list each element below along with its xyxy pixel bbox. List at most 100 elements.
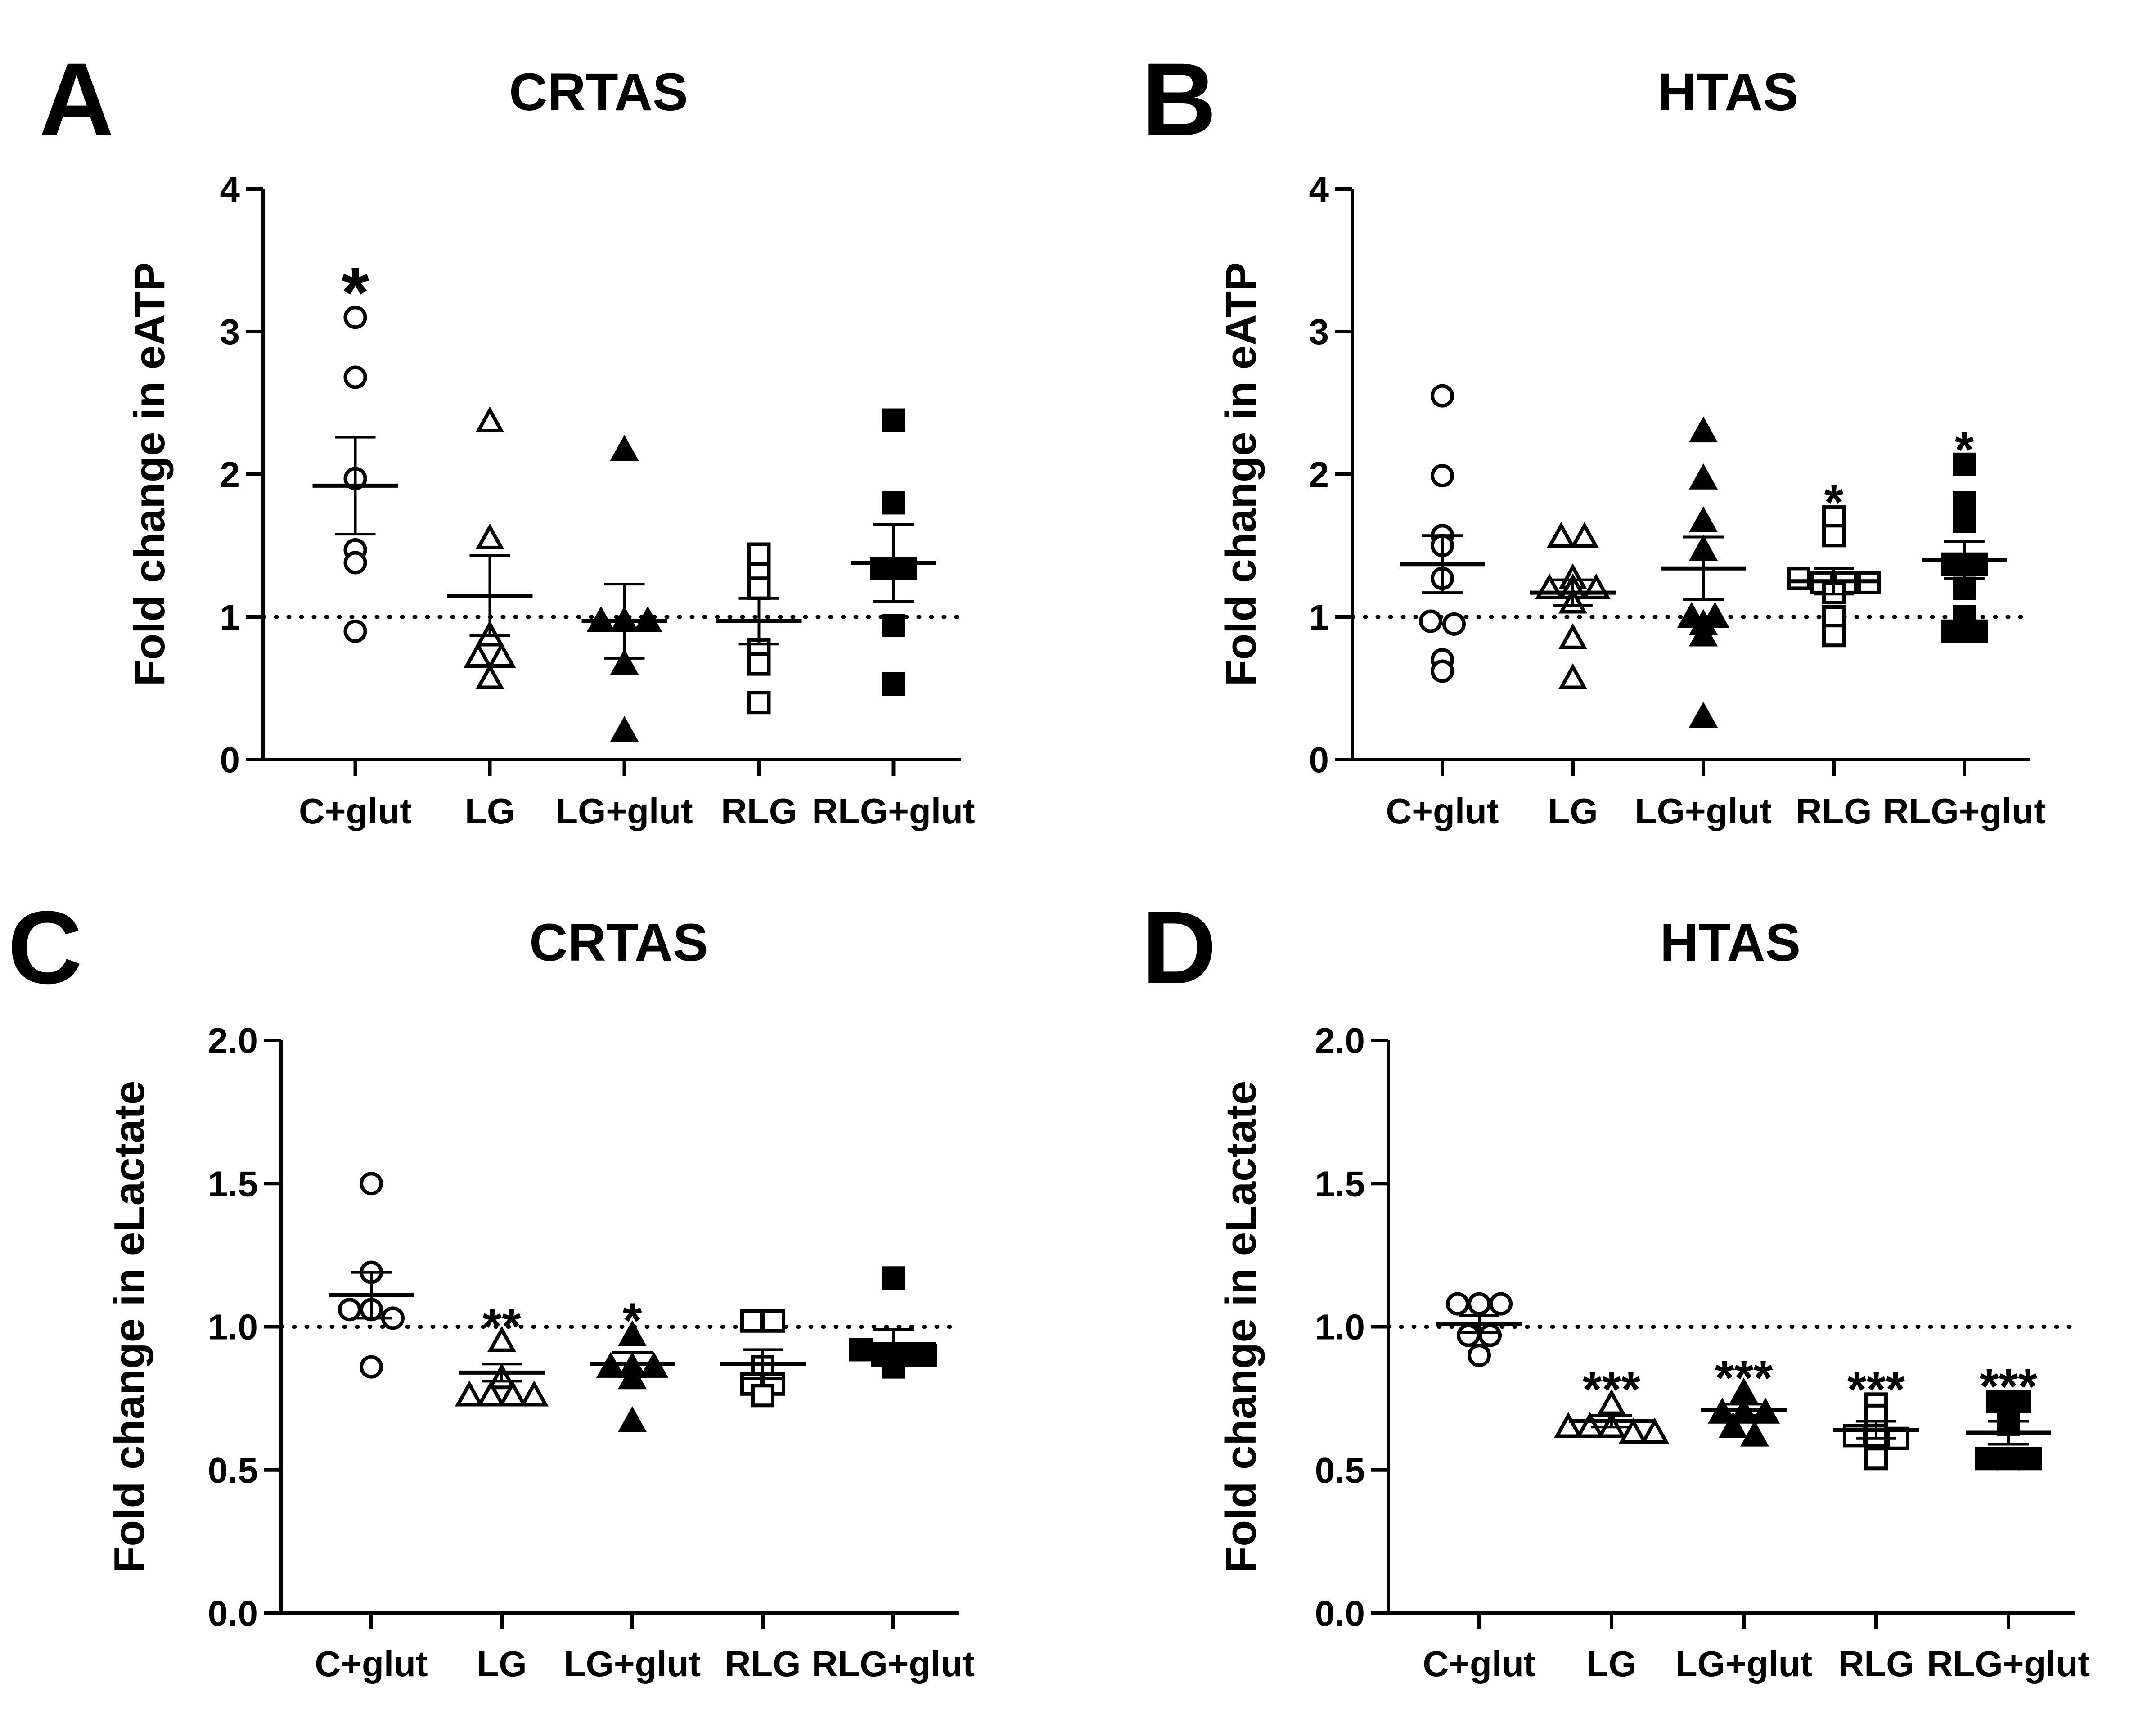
panel-title: CRTAS: [509, 63, 688, 122]
y-tick-label: 0.0: [208, 1593, 258, 1633]
data-point: [1740, 1420, 1769, 1447]
x-tick-label: RLG+glut: [1883, 791, 2046, 831]
data-point: [455, 1380, 484, 1407]
data-point: [487, 642, 516, 668]
x-tick-label: LG: [477, 1644, 527, 1684]
data-point: [1446, 1292, 1469, 1316]
data-point: [475, 523, 504, 549]
x-tick-label: C+glut: [1386, 791, 1499, 831]
data-point: [762, 1309, 785, 1333]
data-point: [1975, 1447, 1999, 1471]
data-point: [882, 491, 905, 515]
data-point: [1688, 702, 1718, 728]
data-point: [1953, 509, 1976, 533]
data-point: [519, 1380, 549, 1407]
significance-mark: *: [1824, 475, 1844, 530]
y-tick-label: 0.0: [1315, 1593, 1365, 1633]
significance-mark: ***: [1715, 1350, 1773, 1406]
data-point: [617, 1363, 647, 1390]
panel-letter: C: [8, 890, 82, 1005]
x-tick-label: RLG+glut: [812, 1644, 975, 1684]
y-tick-label: 0.5: [208, 1450, 258, 1490]
data-point: [1431, 659, 1454, 683]
x-tick-label: RLG: [721, 791, 797, 831]
y-tick-label: 0: [220, 740, 240, 780]
data-point: [1442, 612, 1466, 636]
x-tick-label: C+glut: [315, 1644, 428, 1684]
x-tick-label: LG+glut: [1675, 1644, 1812, 1684]
data-point: [2008, 1389, 2031, 1413]
x-tick-label: LG+glut: [556, 791, 693, 831]
data-point: [1478, 1323, 1502, 1347]
y-tick-label: 4: [1309, 169, 1329, 209]
panel-letter: A: [39, 41, 114, 157]
data-point: [740, 1309, 764, 1333]
y-axis-label: Fold change in eLactate: [105, 1081, 153, 1573]
y-axis-label: Fold change in eATP: [126, 262, 174, 686]
data-point: [1822, 505, 1846, 529]
x-tick-label: LG+glut: [1635, 791, 1772, 831]
x-tick-label: LG: [1548, 791, 1598, 831]
x-tick-label: C+glut: [1423, 1644, 1535, 1684]
data-point: [487, 1326, 517, 1352]
y-tick-label: 1.0: [208, 1307, 258, 1347]
data-point: [747, 652, 771, 676]
data-point: [1822, 624, 1846, 648]
panel-d: D HTAS Fold change in eLactate 0.0 0.5 1.0 1.5…: [1142, 890, 2090, 1684]
data-point: [1558, 623, 1588, 649]
panel-c: C CRTAS Fold change in eLactate 0.0 0.5 1.0 1.…: [8, 890, 975, 1684]
data-point: [1953, 576, 1976, 600]
data-point: [1997, 1447, 2020, 1471]
data-point: [1431, 464, 1454, 488]
x-tick-label: LG+glut: [564, 1644, 701, 1684]
data-point: [747, 576, 771, 600]
data-point: [1640, 1417, 1670, 1444]
y-tick-label: 1.0: [1315, 1307, 1365, 1347]
data-point: [751, 1384, 774, 1408]
y-tick-label: 1.5: [208, 1164, 258, 1204]
data-point: [464, 642, 493, 668]
data-point: [1718, 1412, 1748, 1438]
panel-title: HTAS: [1658, 63, 1798, 122]
panel-b: B HTAS Fold change in eATP 0 1 2 3 4 C+glut LG LG+…: [1142, 41, 2046, 831]
y-tick-label: 1.5: [1315, 1164, 1365, 1204]
y-tick-label: 2: [220, 454, 240, 495]
data-point: [1546, 522, 1576, 548]
data-point: [476, 1380, 506, 1407]
data-point: [610, 435, 639, 461]
x-tick-label: RLG: [725, 1644, 801, 1684]
data-point: [475, 406, 504, 432]
y-tick-label: 1: [1309, 597, 1329, 637]
y-tick-label: 4: [220, 169, 240, 209]
data-point: [360, 1355, 383, 1379]
data-point: [1953, 452, 1976, 476]
panel-letter: B: [1142, 41, 1216, 157]
data-point: [1419, 609, 1442, 633]
x-tick-label: RLG+glut: [812, 791, 975, 831]
panel-title: CRTAS: [529, 913, 708, 972]
y-tick-label: 3: [1309, 312, 1329, 352]
significance-mark: ***: [1847, 1362, 1905, 1417]
data-point: [882, 408, 905, 432]
x-tick-label: RLG: [1796, 791, 1872, 831]
data-point: [1941, 552, 1964, 576]
x-tick-label: RLG: [1838, 1644, 1914, 1684]
data-point: [338, 1298, 361, 1322]
y-tick-label: 3: [220, 312, 240, 352]
data-point: [343, 365, 367, 389]
data-point: [1822, 524, 1846, 548]
data-point: [1457, 1323, 1480, 1347]
data-point: [1558, 663, 1588, 689]
data-point: [1787, 567, 1810, 590]
data-point: [1822, 605, 1846, 629]
y-tick-label: 2.0: [1315, 1021, 1365, 1061]
data-point: [1468, 1292, 1491, 1316]
x-tick-label: LG: [1586, 1644, 1636, 1684]
data-point: [610, 649, 639, 675]
data-point: [1489, 1292, 1513, 1316]
data-point: [617, 1406, 647, 1432]
data-point: [610, 716, 639, 742]
data-point: [1688, 416, 1718, 443]
significance-mark: **: [482, 1299, 521, 1354]
significance-mark: *: [623, 1293, 642, 1349]
